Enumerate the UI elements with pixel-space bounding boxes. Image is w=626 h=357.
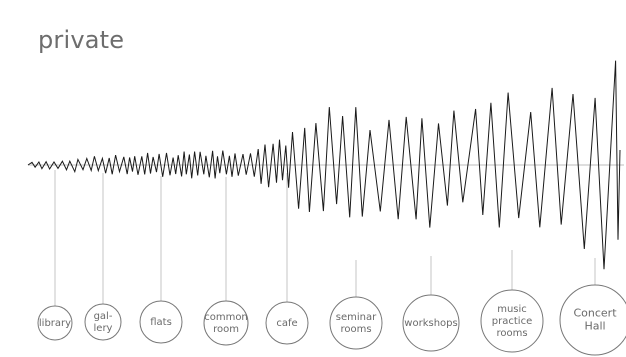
node-flats: flats [139,300,183,344]
activity-waveform [27,60,621,270]
node-circle-concert-hall [559,284,626,356]
node-label-library: library [39,318,71,329]
node-cafe: cafe [265,301,309,345]
node-workshops: workshops [402,294,460,352]
node-label-gallery: gal- [94,311,113,322]
node-circle-seminar-rooms [329,296,383,350]
node-label-gallery: lery [94,323,113,334]
node-label-seminar-rooms: seminar [336,312,377,323]
node-label-cafe: cafe [276,318,297,329]
connector-lines [54,170,596,306]
node-label-music-practice-rooms: practice [492,316,532,327]
node-label-concert-hall: Hall [584,320,605,333]
node-label-music-practice-rooms: music [497,304,527,315]
node-circle-workshops [402,294,460,352]
node-label-flats: flats [150,317,172,328]
node-label-common-room: common [204,312,248,323]
node-gallery: gal-lery [84,303,122,341]
node-library: library [37,305,73,341]
node-label-music-practice-rooms: rooms [496,328,527,339]
page-heading: private [38,26,125,54]
node-label-workshops: workshops [404,318,457,329]
node-circle-flats [139,300,183,344]
node-label-concert-hall: Concert [573,306,617,319]
node-circle-library [37,305,73,341]
node-label-seminar-rooms: rooms [340,324,371,335]
node-circle-cafe [265,301,309,345]
node-circle-gallery [84,303,122,341]
node-label-common-room: room [213,324,239,335]
node-circle-common-room [203,300,249,346]
node-circle-music-practice-rooms [480,289,544,353]
